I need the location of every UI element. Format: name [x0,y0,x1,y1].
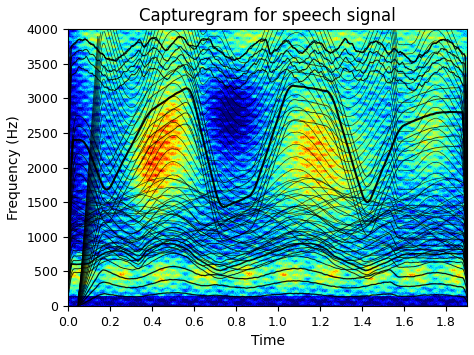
Title: Capturegram for speech signal: Capturegram for speech signal [139,7,396,25]
Y-axis label: Frequency (Hz): Frequency (Hz) [7,115,21,220]
X-axis label: Time: Time [251,334,284,348]
